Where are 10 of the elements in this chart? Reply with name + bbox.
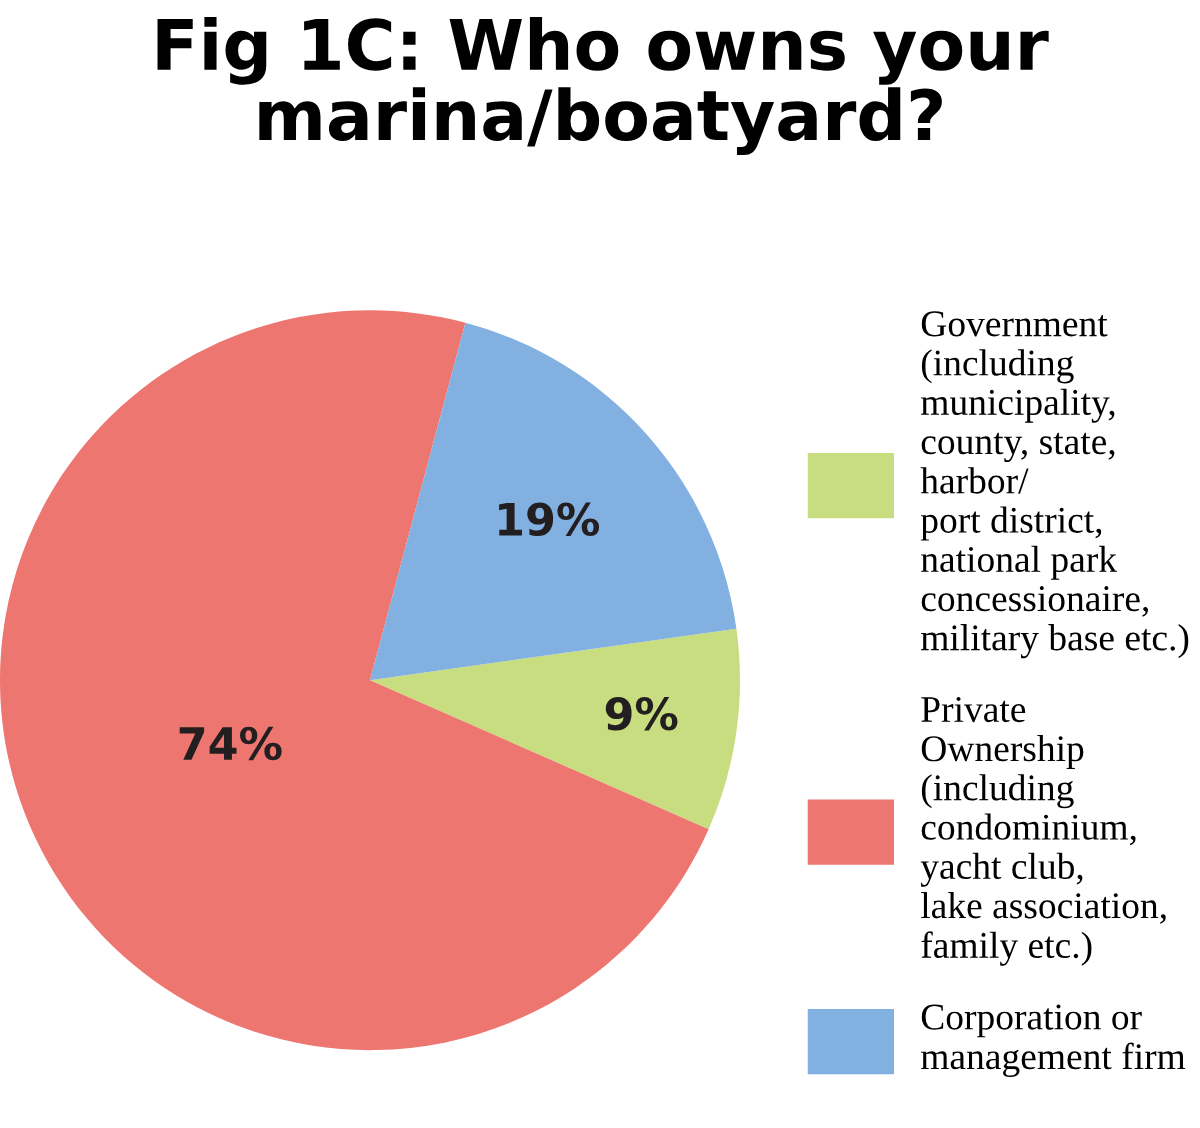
- pie-slice: [0, 310, 709, 1051]
- data-label: 19%: [499, 502, 600, 537]
- chart-title: Fig 1C: Who owns your marina/boatyard?: [157, 16, 1049, 156]
- legend-label: Private Ownership (including condominium, yacht club, lake association, family etc.): [920, 696, 1166, 966]
- pie-slice: [370, 628, 740, 830]
- legend-label: Corporation or management firm: [921, 1004, 1186, 1078]
- category-label: Government (including municipality, county, state, harbor/ port district, national park concessionaire, military base etc.): [920, 311, 1189, 659]
- data-label: 74%: [179, 726, 282, 761]
- data-label: 9%: [605, 696, 678, 731]
- pie-slice: [370, 322, 737, 681]
